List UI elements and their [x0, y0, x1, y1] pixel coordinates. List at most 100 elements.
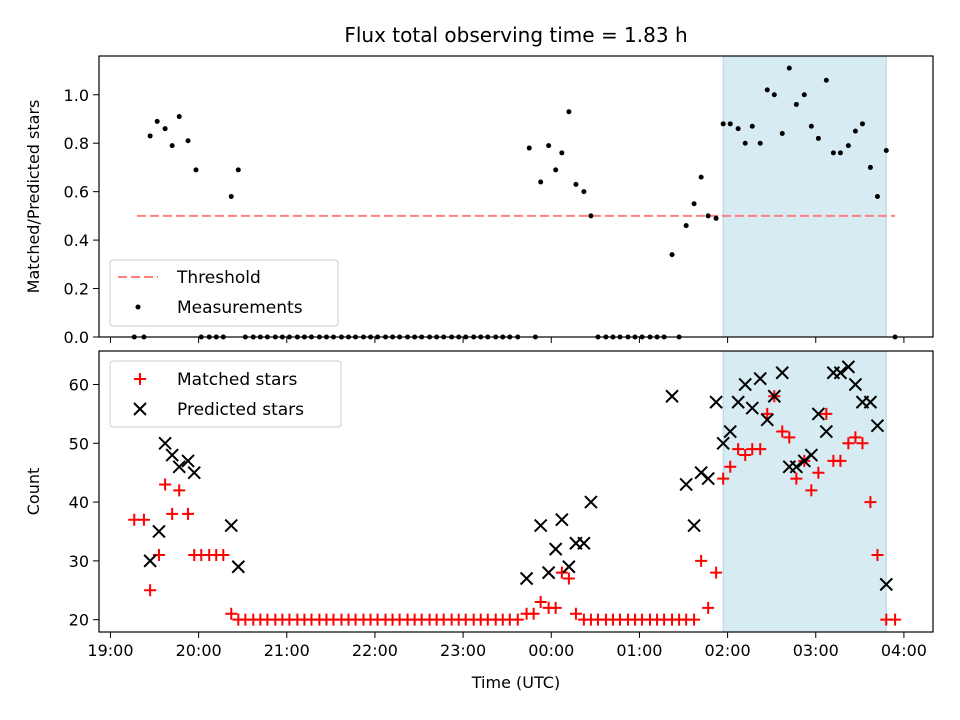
- predicted-stars-point: [841, 360, 856, 374]
- matched-stars-point: [182, 507, 195, 520]
- predicted-stars-point: [152, 524, 166, 539]
- plot-frame: [98, 55, 934, 338]
- measurement-point: [779, 131, 785, 137]
- legend-matched-label: Matched stars: [177, 370, 297, 390]
- predicted-stars-point: [731, 395, 745, 409]
- predicted-stars-point: [716, 436, 730, 451]
- x-tick-label: 02:00: [705, 641, 751, 660]
- predicted-stars-point: [231, 560, 246, 574]
- measurement-point: [757, 140, 763, 146]
- y-tick-label: 0.4: [64, 231, 89, 250]
- predicted-stars-point: [745, 401, 759, 415]
- matched-stars-point: [702, 601, 715, 614]
- measurement-point: [764, 87, 770, 93]
- measurement-point: [526, 145, 532, 151]
- x-tick-label: 22:00: [352, 641, 398, 660]
- matched-stars-point: [761, 407, 774, 420]
- measurement-point: [720, 121, 726, 127]
- predicted-stars-point: [789, 460, 804, 474]
- predicted-stars-point: [679, 477, 693, 492]
- matched-stars-point: [511, 613, 524, 626]
- matched-stars-point: [812, 466, 825, 479]
- matched-stars-point: [834, 454, 847, 467]
- predicted-stars-point: [863, 395, 878, 409]
- predicted-stars-point: [833, 366, 848, 380]
- x-tick-label: 00:00: [528, 641, 574, 660]
- measurement-point: [559, 150, 565, 156]
- predicted-stars-point: [709, 395, 723, 409]
- matched-stars-point: [549, 601, 562, 614]
- measurement-point: [581, 189, 587, 195]
- measurement-point: [169, 143, 175, 149]
- measurement-point: [228, 194, 234, 199]
- predicted-stars-point: [541, 565, 556, 580]
- predicted-stars-point: [879, 577, 893, 592]
- matched-stars-point: [144, 584, 157, 597]
- predicted-stars-point: [519, 571, 534, 586]
- plot-frame: [98, 350, 934, 633]
- measurement-point: [742, 140, 748, 146]
- matched-stars-point: [805, 484, 818, 497]
- y-tick-label: 0.2: [64, 280, 89, 299]
- measurement-point: [786, 65, 792, 71]
- matched-stars-point: [790, 472, 803, 485]
- y-axis-label: Count: [24, 468, 43, 516]
- measurement-point: [823, 77, 829, 83]
- y-tick-label: 50: [69, 434, 89, 453]
- measurement-point: [588, 213, 594, 219]
- y-axis-label: Matched/Predicted stars: [24, 100, 43, 294]
- measurement-point: [771, 92, 777, 98]
- legend-box: [109, 360, 342, 428]
- matched-stars-point: [695, 554, 708, 567]
- x-tick-label: 04:00: [881, 641, 927, 660]
- predicted-stars-point: [158, 436, 172, 451]
- predicted-stars-point: [224, 518, 238, 533]
- predicted-stars-point: [701, 471, 715, 486]
- measurement-point: [538, 179, 544, 185]
- measurement-point: [147, 133, 153, 139]
- legend-measurements-label: Measurements: [177, 298, 303, 318]
- matched-stars-point: [849, 431, 862, 444]
- predicted-stars-point: [577, 536, 591, 550]
- predicted-stars-point: [738, 377, 752, 392]
- y-tick-label: 20: [69, 611, 89, 630]
- x-tick-label: 03:00: [793, 641, 839, 660]
- matched-stars-point: [688, 613, 701, 626]
- measurement-point: [162, 126, 168, 132]
- predicted-stars-point: [804, 448, 819, 462]
- measurement-point: [808, 123, 814, 129]
- measurement-point: [566, 109, 572, 115]
- measurement-point: [852, 128, 858, 134]
- measurement-point: [830, 150, 836, 156]
- y-tick-label: 0.8: [64, 134, 89, 153]
- predicted-stars-point: [753, 371, 767, 386]
- measurement-point: [874, 194, 880, 199]
- measurement-point: [837, 150, 843, 156]
- legend-box: [109, 259, 339, 327]
- measurement-point: [669, 252, 675, 258]
- matched-stars-point: [562, 572, 575, 585]
- predicted-stars-point: [533, 518, 548, 533]
- matched-stars-point: [534, 596, 547, 609]
- measurement-point: [867, 164, 873, 170]
- matched-stars-point: [856, 437, 869, 450]
- matched-stars-point: [842, 437, 855, 450]
- matched-stars-point: [159, 478, 172, 491]
- y-tick-label: 0.0: [64, 328, 89, 347]
- predicted-stars-point: [760, 413, 774, 427]
- measurement-point: [859, 121, 865, 127]
- predicted-stars-point: [848, 377, 863, 392]
- matched-stars-point: [739, 449, 752, 462]
- measurement-point: [546, 143, 552, 149]
- x-tick-label: 20:00: [176, 641, 222, 660]
- predicted-stars-point: [165, 448, 179, 462]
- measurement-point: [154, 118, 160, 124]
- legend-measurements-swatch: [135, 304, 141, 310]
- matched-stars-point: [820, 407, 833, 420]
- highlight-span: [722, 55, 887, 338]
- matched-stars-point: [137, 513, 150, 526]
- measurement-point: [176, 114, 182, 120]
- top-panel: 0.0 0.2 0.4 0.6 0.8 1.0 Matched/Predicted star…: [24, 55, 934, 347]
- matched-stars-point: [871, 548, 884, 561]
